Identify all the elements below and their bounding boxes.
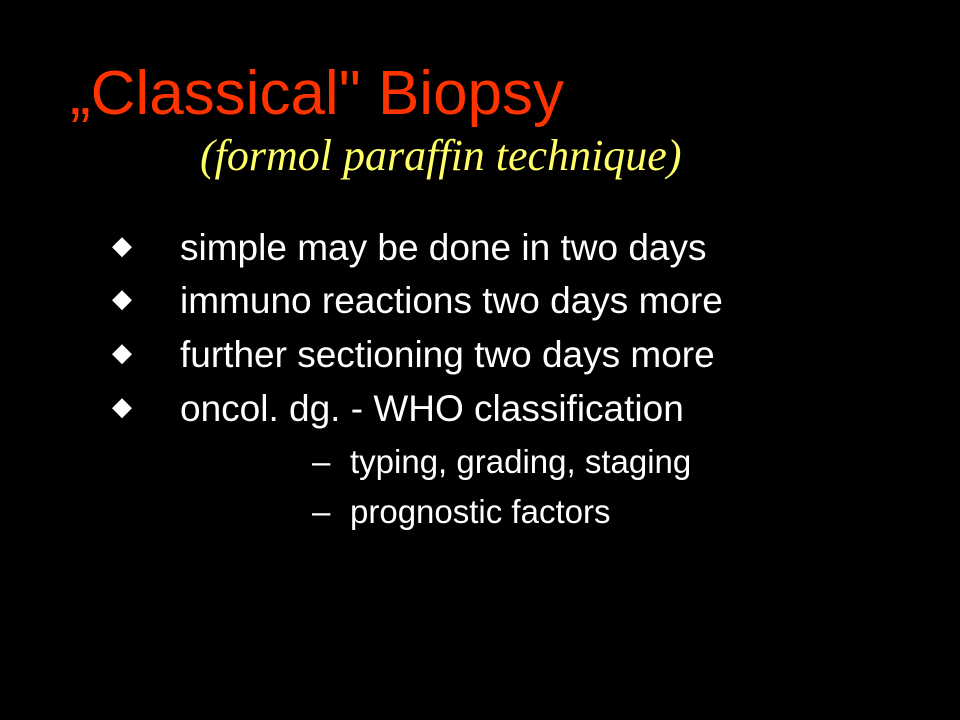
slide-title: „Classical" Biopsy [70,60,890,128]
list-item-text: further sectioning two days more [180,334,715,375]
list-item-text: oncol. dg. - WHO classification [180,388,684,429]
list-item-text: immuno reactions two days more [180,280,723,321]
list-item: immuno reactions two days more [70,274,890,328]
list-item: oncol. dg. - WHO classification typing, … [70,382,890,537]
list-item: further sectioning two days more [70,328,890,382]
sub-bullet-list: typing, grading, staging prognostic fact… [180,437,890,536]
list-item: simple may be done in two days [70,221,890,275]
sub-list-item: prognostic factors [180,487,890,537]
sub-list-item-text: typing, grading, staging [350,443,691,480]
sub-list-item: typing, grading, staging [180,437,890,487]
slide-subtitle: (formol paraffin technique) [70,132,890,180]
slide: „Classical" Biopsy (formol paraffin tech… [0,0,960,720]
list-item-text: simple may be done in two days [180,227,707,268]
sub-list-item-text: prognostic factors [350,493,610,530]
bullet-list: simple may be done in two days immuno re… [70,221,890,537]
